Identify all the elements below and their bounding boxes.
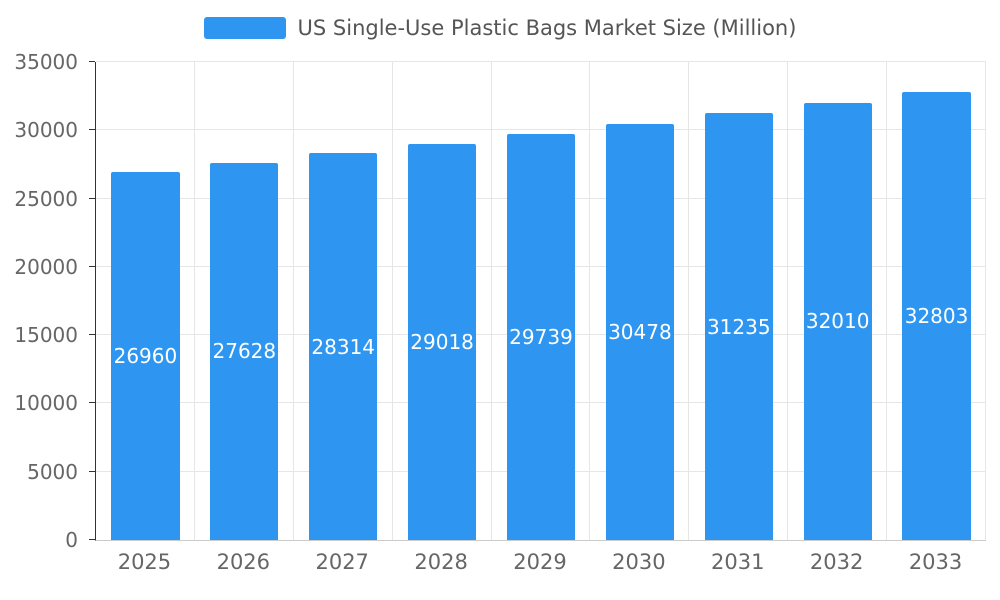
y-tick-label: 0 — [65, 528, 78, 552]
x-tick-label: 2033 — [908, 550, 963, 574]
x-tick-label: 2032 — [809, 550, 864, 574]
gridline-h — [96, 61, 986, 62]
y-tick-mark — [89, 402, 95, 404]
bar[interactable]: 29018 — [407, 143, 477, 540]
x-tick-label: 2025 — [117, 550, 172, 574]
bar[interactable]: 30478 — [605, 123, 674, 540]
y-tick-label: 30000 — [14, 118, 78, 143]
bar[interactable]: 28314 — [309, 153, 378, 540]
gridline-v — [391, 62, 393, 540]
y-tick-mark — [89, 61, 95, 62]
gridline-v — [589, 62, 591, 540]
gridline-h — [96, 129, 986, 131]
bar[interactable]: 27628 — [210, 162, 279, 540]
y-tick-label: 10000 — [14, 391, 78, 416]
bar[interactable]: 32010 — [803, 102, 872, 540]
x-tick-label: 2031 — [711, 550, 765, 574]
legend-swatch[interactable] — [203, 17, 286, 39]
gridline-v — [787, 62, 789, 540]
y-tick-mark — [89, 197, 95, 199]
bar-value-label: 30478 — [608, 319, 672, 344]
y-tick-mark — [89, 470, 95, 472]
y-tick-label: 25000 — [14, 186, 78, 211]
x-axis: 2025 2026 2027 2028 2029 2030 2031 2032 2033 — [95, 548, 985, 580]
gridline-v — [985, 62, 986, 540]
bar-value-label: 26960 — [113, 343, 178, 368]
legend: US Single-Use Plastic Bags Market Size (… — [0, 14, 1000, 42]
y-tick-mark — [89, 539, 95, 540]
y-axis: 0 5000 10000 15000 20000 25000 30000 35000 — [0, 50, 95, 552]
gridline-v — [193, 62, 195, 540]
legend-label[interactable]: US Single-Use Plastic Bags Market Size (… — [297, 16, 797, 40]
bar[interactable]: 26960 — [111, 171, 180, 540]
gridline-v — [688, 62, 690, 540]
y-tick-mark — [89, 129, 95, 131]
y-tick-mark — [89, 334, 95, 336]
x-tick-label: 2027 — [315, 550, 369, 574]
bar-value-label: 32010 — [805, 309, 870, 334]
gridline-v — [292, 62, 294, 540]
gridline-v — [886, 62, 888, 540]
y-tick-label: 20000 — [14, 254, 78, 279]
bar-value-label: 29739 — [509, 324, 573, 349]
y-tick-mark — [89, 265, 95, 267]
bar-value-label: 32803 — [904, 304, 969, 328]
gridline-v — [490, 62, 492, 540]
x-tick-label: 2030 — [612, 550, 666, 574]
y-tick-label: 5000 — [27, 459, 78, 484]
x-tick-label: 2026 — [216, 550, 271, 574]
y-tick-label: 35000 — [14, 50, 78, 74]
bar-value-label: 28314 — [311, 334, 376, 359]
bar[interactable]: 32803 — [902, 92, 971, 540]
y-tick-label: 15000 — [14, 323, 78, 348]
bar-value-label: 31235 — [706, 314, 771, 339]
plot-area: 26960 27628 28314 29018 29739 30478 31235 32010… — [95, 61, 986, 541]
bar-value-label: 27628 — [212, 339, 277, 364]
bar-value-label: 29018 — [410, 329, 474, 354]
x-tick-label: 2028 — [414, 550, 468, 574]
bar[interactable]: 31235 — [704, 113, 773, 540]
bar[interactable]: 29739 — [506, 133, 576, 540]
x-tick-label: 2029 — [513, 550, 567, 574]
